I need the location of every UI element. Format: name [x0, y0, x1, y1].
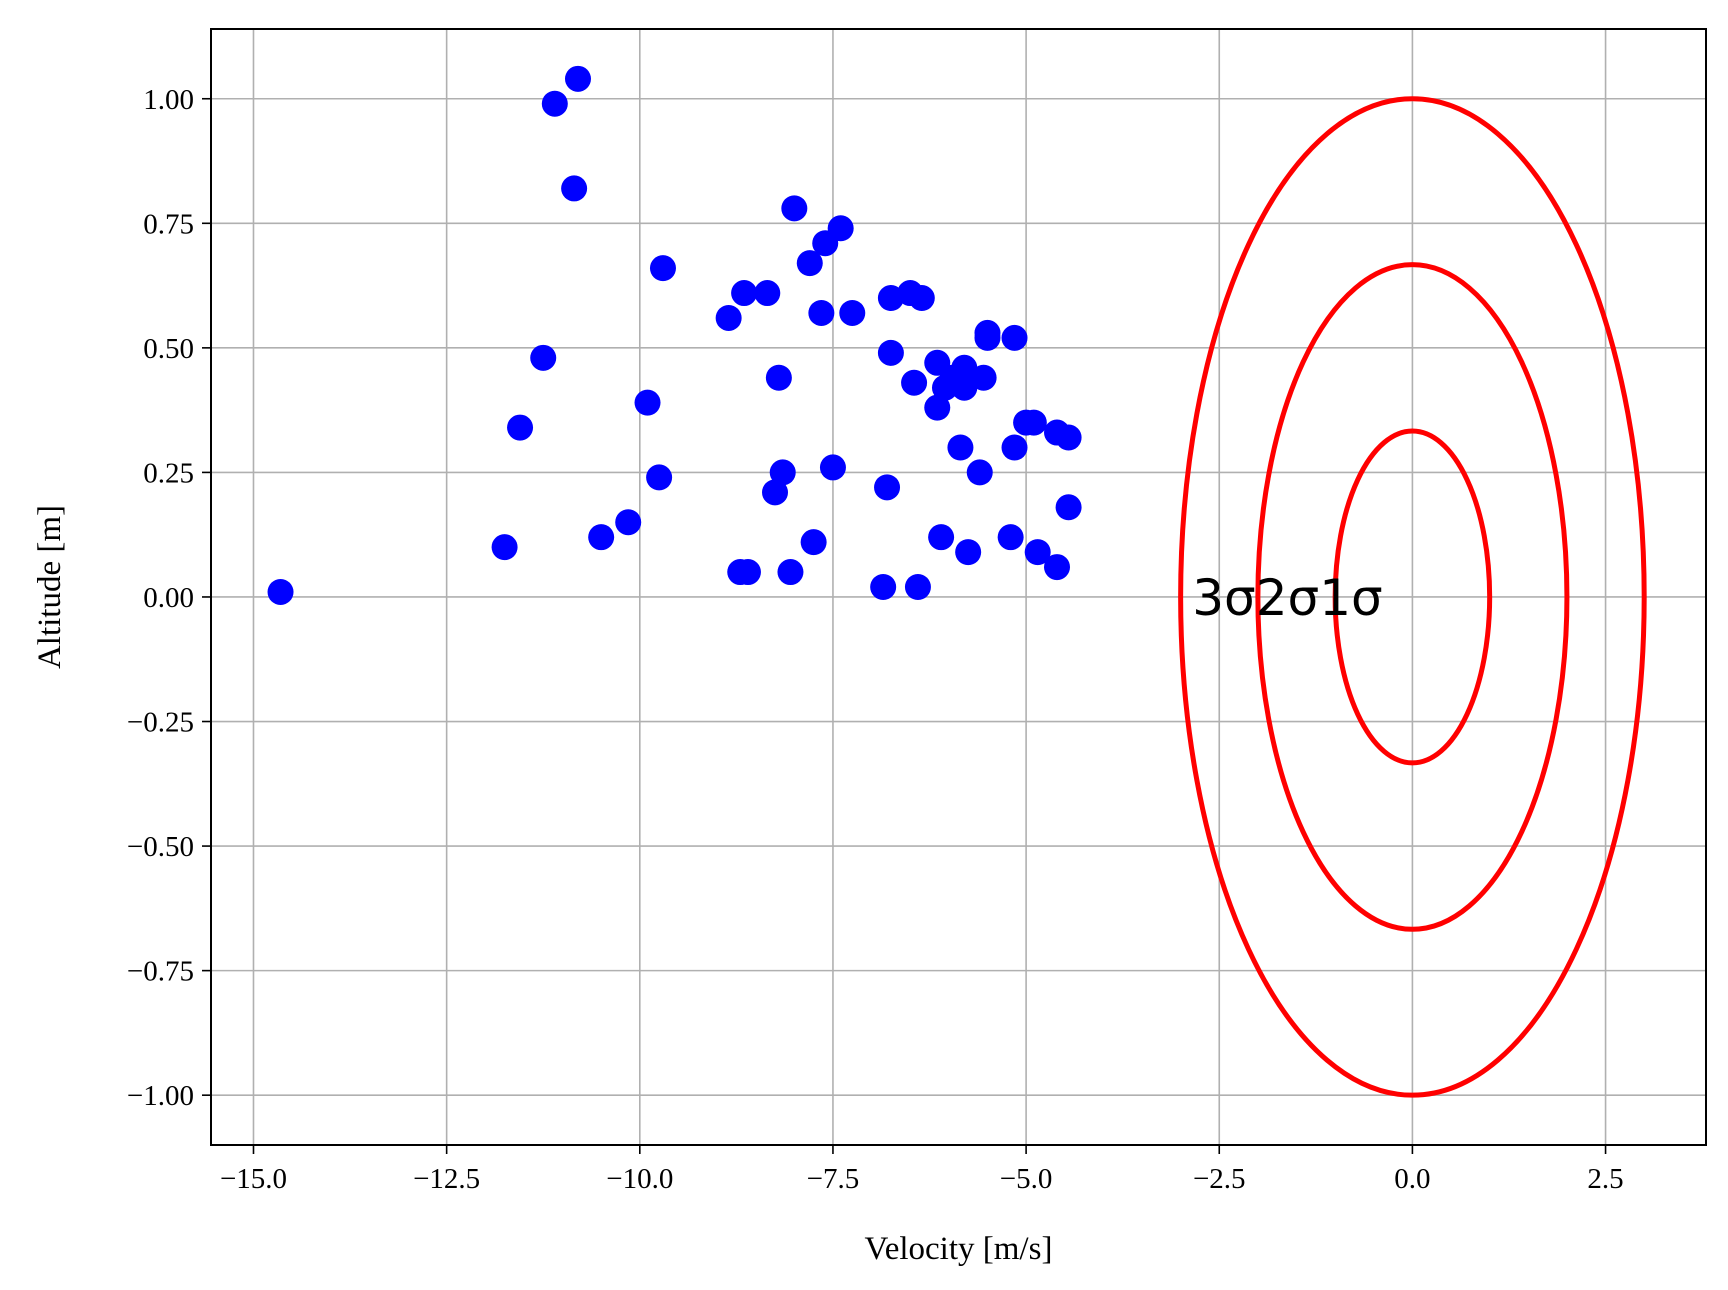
- data-point: [1001, 324, 1028, 351]
- data-point: [765, 364, 792, 391]
- data-point: [970, 364, 997, 391]
- y-tick-label: 1.00: [143, 84, 194, 116]
- data-point: [734, 559, 761, 586]
- y-tick-label: −0.50: [127, 831, 194, 863]
- sigma-ellipses: [1178, 96, 1647, 1098]
- data-point: [530, 344, 557, 371]
- data-point: [870, 574, 897, 600]
- x-tick-label: 0.0: [1394, 1163, 1430, 1195]
- data-point: [808, 299, 835, 326]
- data-point: [754, 280, 781, 307]
- data-point: [951, 354, 978, 381]
- sigma-ellipse: [1178, 96, 1647, 1098]
- grid-lines: [211, 29, 1706, 1145]
- data-point: [901, 369, 928, 396]
- data-point: [1024, 539, 1051, 566]
- data-point: [1044, 554, 1071, 581]
- x-tick-label: −2.5: [1193, 1163, 1246, 1195]
- data-point: [819, 454, 846, 481]
- data-point: [1055, 494, 1082, 521]
- y-axis-label: Altitude [m]: [32, 505, 68, 669]
- y-tick-label: 0.75: [143, 208, 194, 240]
- data-point: [561, 175, 588, 202]
- data-point: [715, 304, 742, 331]
- y-tick-label: 0.25: [143, 457, 194, 489]
- data-point: [507, 414, 534, 441]
- data-point: [491, 534, 518, 561]
- y-tick-label: −0.25: [127, 707, 194, 739]
- data-point: [769, 459, 796, 486]
- data-point: [731, 280, 758, 307]
- x-tick-label: −15.0: [220, 1163, 287, 1195]
- data-point: [928, 524, 955, 551]
- data-point: [634, 389, 661, 416]
- data-point: [877, 339, 904, 366]
- sigma-ellipse: [1332, 428, 1493, 766]
- data-point: [924, 394, 951, 421]
- data-point: [588, 524, 615, 551]
- y-tick-label: −1.00: [127, 1080, 194, 1112]
- data-point: [615, 509, 642, 536]
- y-axis-ticks: 1.00 0.75 0.50 0.25 0.00 −0.25 −0.50 −0.75 −1.00: [127, 84, 211, 1112]
- data-point: [904, 574, 931, 600]
- data-points: [267, 65, 1082, 605]
- plot-frame: [210, 28, 1707, 1146]
- data-point: [827, 215, 854, 242]
- y-tick-label: −0.75: [127, 956, 194, 988]
- data-point: [762, 479, 789, 506]
- data-point: [649, 255, 676, 282]
- data-point: [781, 195, 808, 222]
- x-tick-label: −5.0: [1000, 1163, 1053, 1195]
- data-point: [997, 524, 1024, 551]
- data-point: [267, 578, 294, 605]
- x-tick-label: −12.5: [413, 1163, 480, 1195]
- sigma-ellipse: [1255, 262, 1570, 932]
- data-point: [874, 474, 901, 501]
- data-point: [947, 434, 974, 461]
- data-point: [646, 464, 673, 491]
- x-tick-label: 2.5: [1587, 1163, 1623, 1195]
- sigma-annotation: 3σ2σ1σ: [1192, 569, 1383, 627]
- data-point: [951, 374, 978, 401]
- x-axis-ticks: −15.0 −12.5 −10.0 −7.5 −5.0 −2.5 0.0 2.5: [220, 1145, 1624, 1195]
- data-point: [796, 250, 823, 277]
- data-point: [908, 285, 935, 312]
- data-point: [1020, 409, 1047, 436]
- data-point: [839, 299, 866, 326]
- x-tick-label: −10.0: [606, 1163, 673, 1195]
- x-axis-label: Velocity [m/s]: [865, 1231, 1053, 1267]
- data-point: [1001, 434, 1028, 461]
- data-point: [1055, 424, 1082, 451]
- x-tick-label: −7.5: [807, 1163, 860, 1195]
- y-tick-label: 0.00: [143, 582, 194, 614]
- data-point: [541, 90, 568, 117]
- data-point: [777, 559, 804, 586]
- data-point: [800, 529, 827, 556]
- data-point: [966, 459, 993, 486]
- data-point: [955, 539, 982, 566]
- data-point: [974, 319, 1001, 346]
- y-tick-label: 0.50: [143, 333, 194, 365]
- data-point: [564, 65, 591, 92]
